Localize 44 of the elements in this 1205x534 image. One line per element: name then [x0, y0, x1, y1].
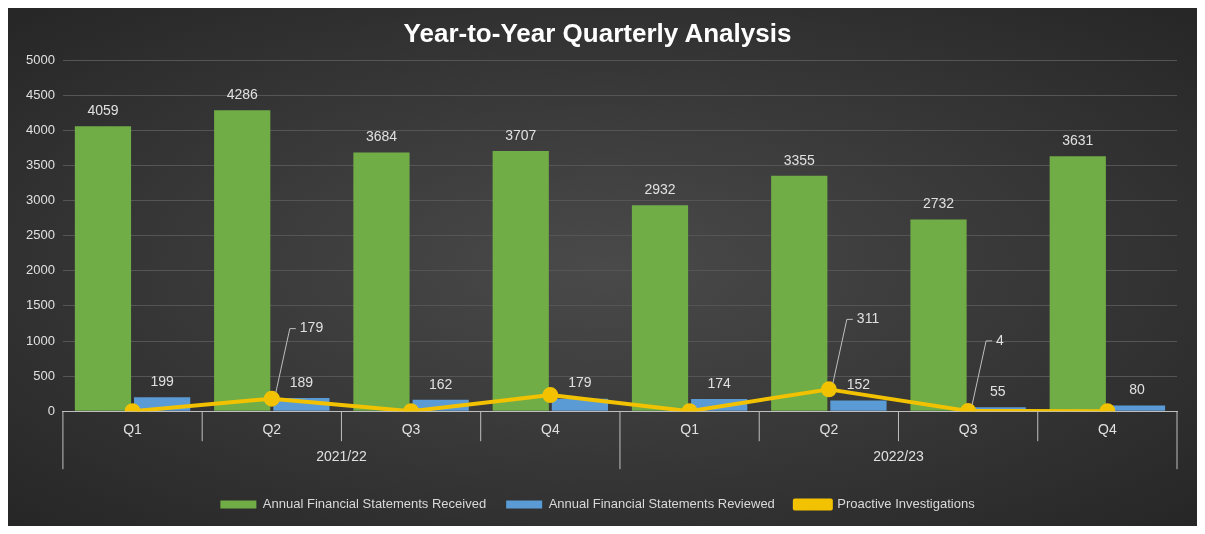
y-tick-label: 0 [47, 402, 55, 418]
text: 2022/23 [873, 448, 924, 465]
data-label: 179 [299, 319, 324, 336]
x-tick-label: Q4 [1098, 421, 1117, 438]
data-label: 152 [846, 376, 871, 393]
chart-title: Year-to-Year Quarterly Analysis [403, 17, 792, 48]
y-tick-label: 4500 [26, 86, 55, 102]
x-tick-label: Q3 [958, 421, 978, 438]
data-label: 55 [989, 383, 1006, 400]
x-tick-label: Q1 [680, 421, 700, 438]
data-label: 199 [150, 373, 175, 390]
data-label: 162 [428, 375, 453, 392]
y-tick-label: 500 [33, 367, 55, 383]
x-tick-label: Q3 [401, 421, 421, 438]
data-label: 4286 [226, 86, 258, 103]
x-tick-label: Q2 [262, 421, 282, 438]
y-tick-label: 5000 [26, 51, 55, 67]
y-tick-label: 4000 [26, 121, 55, 137]
text: 2021/22 [316, 448, 367, 465]
y-tick-label: 2500 [26, 227, 55, 243]
legend-label: Proactive Investigations [837, 496, 976, 512]
data-label: 2732 [922, 195, 955, 212]
x-tick-label: Q1 [123, 421, 143, 438]
data-label: 3707 [505, 126, 537, 143]
data-label: 174 [707, 374, 732, 391]
data-label: 3355 [783, 151, 816, 168]
data-label: 2932 [644, 181, 676, 198]
data-label: 80 [1129, 381, 1145, 398]
legend-label: Annual Financial Statements Received [262, 496, 487, 512]
x-tick-label: Q4 [540, 421, 560, 438]
y-tick-label: 3500 [26, 157, 55, 173]
y-tick-label: 1000 [26, 332, 55, 348]
data-label: 4 [996, 331, 1005, 348]
data-label: 189 [289, 373, 314, 390]
x-tick-label: Q2 [819, 421, 839, 438]
y-tick-label: 1500 [26, 297, 55, 313]
data-label: 311 [856, 310, 880, 327]
data-label: 179 [568, 374, 592, 391]
y-tick-label: 3000 [26, 192, 55, 208]
data-label: 3631 [1062, 132, 1094, 149]
data-label: 3684 [365, 128, 398, 145]
legend-label: Annual Financial Statements Reviewed [548, 496, 775, 512]
data-label: 4059 [87, 102, 119, 119]
y-tick-label: 2000 [26, 262, 55, 278]
